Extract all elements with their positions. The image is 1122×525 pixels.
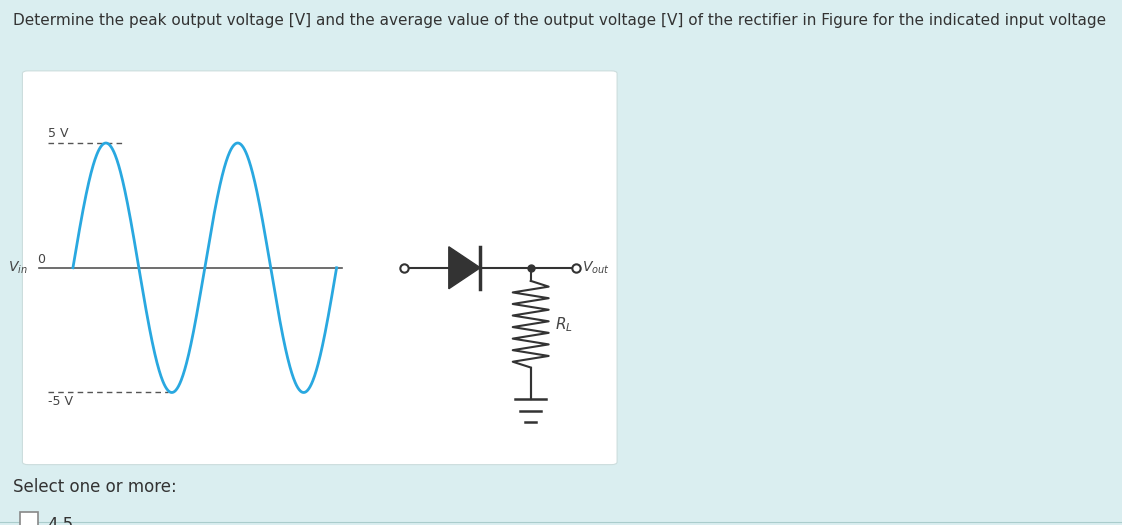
FancyBboxPatch shape [22,71,617,465]
Polygon shape [449,247,480,289]
Text: $\it{V}_{in}$: $\it{V}_{in}$ [8,259,28,276]
Text: 5 V: 5 V [48,128,68,140]
Text: 0: 0 [37,253,45,266]
Text: -5 V: -5 V [48,395,73,408]
Text: 4.5: 4.5 [47,516,73,525]
Text: Determine the peak output voltage [V] and the average value of the output voltag: Determine the peak output voltage [V] an… [13,13,1106,28]
Bar [20,512,38,525]
Text: $\it{V}_{out}$: $\it{V}_{out}$ [582,259,610,276]
Text: Select one or more:: Select one or more: [13,478,177,496]
Text: $\it{R}_L$: $\it{R}_L$ [555,315,573,333]
